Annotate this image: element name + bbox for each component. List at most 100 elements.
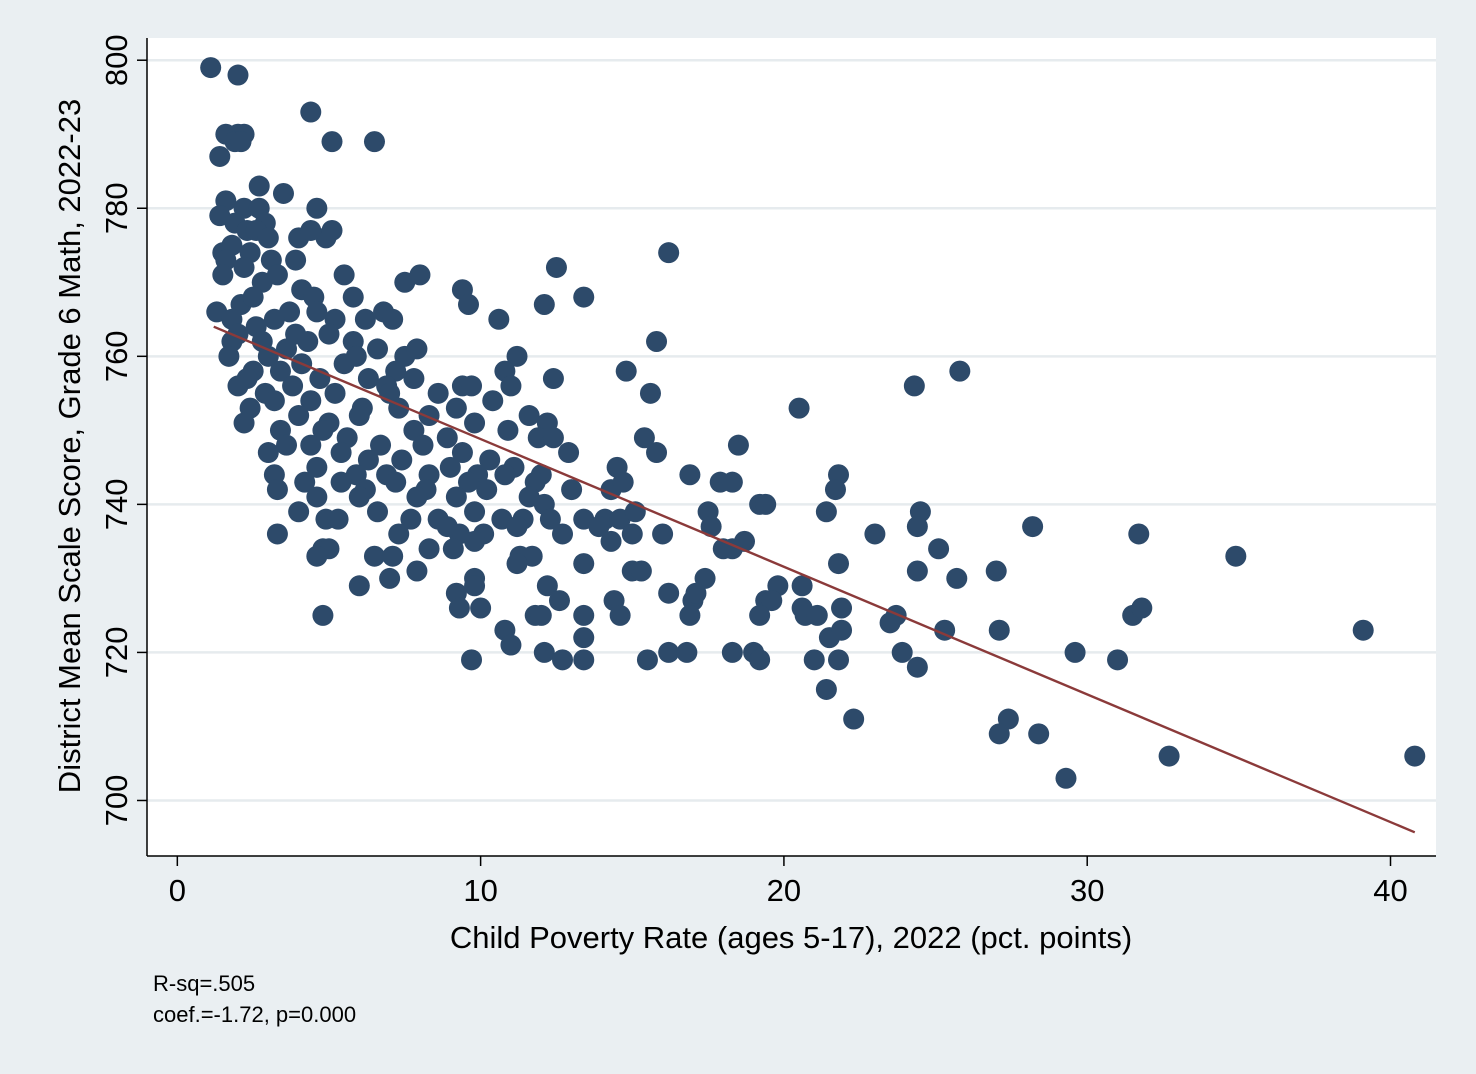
y-tick-label: 760	[99, 330, 134, 382]
data-point	[542, 427, 564, 449]
data-point	[348, 405, 370, 427]
data-point	[879, 612, 901, 634]
data-point	[457, 293, 479, 315]
data-point	[306, 456, 328, 478]
data-point	[588, 516, 610, 538]
y-tick-label: 800	[99, 34, 134, 86]
data-point	[406, 560, 428, 582]
data-point	[791, 575, 813, 597]
data-point	[558, 442, 580, 464]
data-point	[573, 604, 595, 626]
data-point	[306, 486, 328, 508]
data-point	[1028, 723, 1050, 745]
data-point	[658, 582, 680, 604]
data-point	[288, 405, 310, 427]
data-point	[327, 508, 349, 530]
data-point	[533, 293, 555, 315]
data-point	[1158, 745, 1180, 767]
data-point	[276, 434, 298, 456]
data-point	[527, 427, 549, 449]
data-point	[700, 516, 722, 538]
y-tick-label: 780	[99, 182, 134, 234]
data-point	[442, 538, 464, 560]
data-point	[321, 219, 343, 241]
data-point	[330, 442, 352, 464]
data-point	[439, 456, 461, 478]
data-point	[928, 538, 950, 560]
fit-line	[213, 325, 1416, 834]
data-point	[539, 508, 561, 530]
data-point	[266, 479, 288, 501]
data-point	[272, 182, 294, 204]
data-point	[306, 197, 328, 219]
data-point	[612, 471, 634, 493]
data-point	[418, 538, 440, 560]
data-point	[233, 412, 255, 434]
data-point	[282, 375, 304, 397]
data-point	[548, 590, 570, 612]
data-point	[1055, 767, 1077, 789]
x-tick-label: 20	[767, 873, 801, 908]
data-point	[209, 145, 231, 167]
data-point	[573, 553, 595, 575]
data-point	[312, 604, 334, 626]
data-point	[403, 368, 425, 390]
data-point	[600, 530, 622, 552]
data-point	[363, 131, 385, 153]
data-point	[533, 641, 555, 663]
data-point	[755, 493, 777, 515]
data-point	[385, 471, 407, 493]
data-point	[518, 405, 540, 427]
data-point	[391, 449, 413, 471]
data-point	[721, 471, 743, 493]
data-point	[285, 249, 307, 271]
data-point	[300, 219, 322, 241]
data-point	[906, 560, 928, 582]
data-point	[536, 575, 558, 597]
data-point	[749, 604, 771, 626]
data-point	[257, 442, 279, 464]
data-point	[263, 390, 285, 412]
data-point	[843, 708, 865, 730]
data-point	[1131, 597, 1153, 619]
x-tick-label: 30	[1070, 873, 1104, 908]
data-point	[761, 590, 783, 612]
data-point	[464, 501, 486, 523]
data-point	[573, 627, 595, 649]
data-point	[388, 523, 410, 545]
data-point	[500, 375, 522, 397]
data-point	[476, 479, 498, 501]
data-point	[633, 427, 655, 449]
data-point	[988, 723, 1010, 745]
data-point	[1107, 649, 1129, 671]
data-point	[506, 553, 528, 575]
data-point	[749, 649, 771, 671]
x-tick-label: 10	[463, 873, 497, 908]
data-point	[824, 479, 846, 501]
data-point	[227, 64, 249, 86]
data-point	[470, 597, 492, 619]
data-point	[815, 501, 837, 523]
data-point	[451, 442, 473, 464]
data-point	[400, 508, 422, 530]
data-point	[321, 131, 343, 153]
y-axis-ticks: 700 720 740 760 780 800	[99, 34, 147, 826]
data-point	[294, 471, 316, 493]
data-point	[803, 649, 825, 671]
data-point	[497, 419, 519, 441]
data-point	[257, 227, 279, 249]
data-point	[985, 560, 1007, 582]
data-point	[727, 434, 749, 456]
data-point	[1225, 545, 1247, 567]
data-point	[652, 523, 674, 545]
data-point	[479, 449, 501, 471]
data-point	[412, 434, 434, 456]
x-axis-ticks: 0 10 20 30 40	[169, 856, 1408, 908]
data-point	[506, 516, 528, 538]
data-point	[200, 57, 222, 79]
data-point	[457, 471, 479, 493]
data-point	[382, 545, 404, 567]
data-point	[530, 604, 552, 626]
data-point	[609, 604, 631, 626]
